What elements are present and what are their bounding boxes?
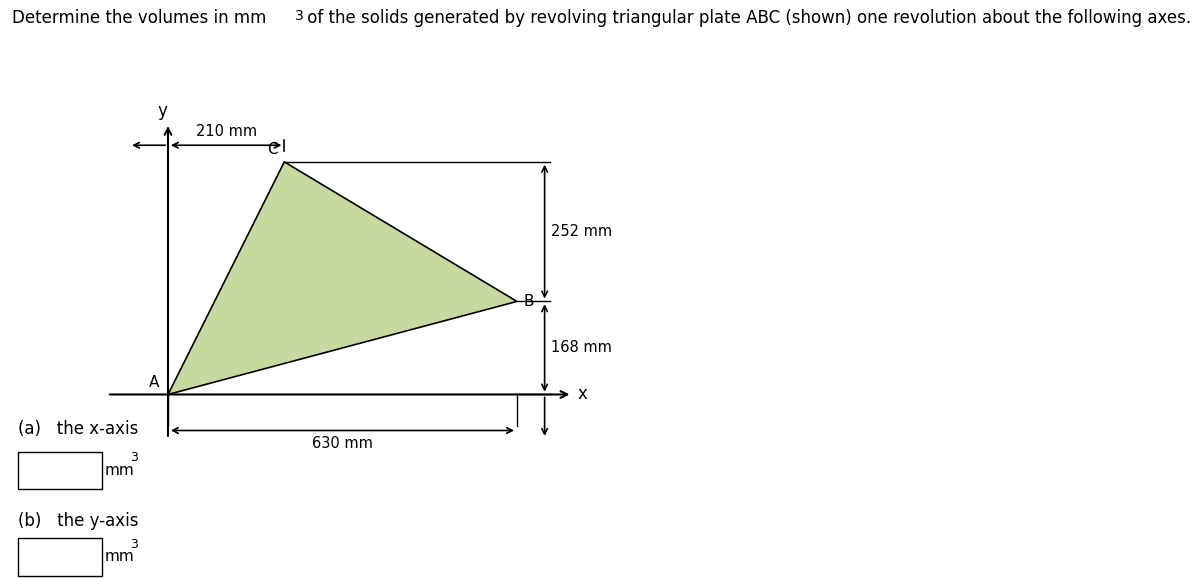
Text: 3: 3	[295, 9, 304, 23]
Text: (b)   the y-axis: (b) the y-axis	[18, 512, 138, 530]
Text: 3: 3	[130, 538, 138, 551]
FancyBboxPatch shape	[18, 538, 102, 576]
Text: mm: mm	[106, 463, 134, 478]
Polygon shape	[168, 162, 517, 394]
Text: 3: 3	[130, 452, 138, 464]
Text: 630 mm: 630 mm	[312, 436, 373, 451]
Text: mm: mm	[106, 549, 134, 565]
Text: 210 mm: 210 mm	[196, 123, 257, 138]
Text: of the solids generated by revolving triangular plate ABC (shown) one revolution: of the solids generated by revolving tri…	[302, 9, 1192, 27]
FancyBboxPatch shape	[18, 452, 102, 489]
Text: x: x	[578, 386, 588, 404]
Text: B: B	[523, 294, 534, 309]
Text: C: C	[268, 142, 277, 157]
Text: Determine the volumes in mm: Determine the volumes in mm	[12, 9, 266, 27]
Text: A: A	[149, 375, 160, 390]
Text: 252 mm: 252 mm	[551, 224, 612, 239]
Text: y: y	[157, 102, 167, 120]
Text: (a)   the x-axis: (a) the x-axis	[18, 420, 138, 438]
Text: 168 mm: 168 mm	[551, 340, 612, 356]
